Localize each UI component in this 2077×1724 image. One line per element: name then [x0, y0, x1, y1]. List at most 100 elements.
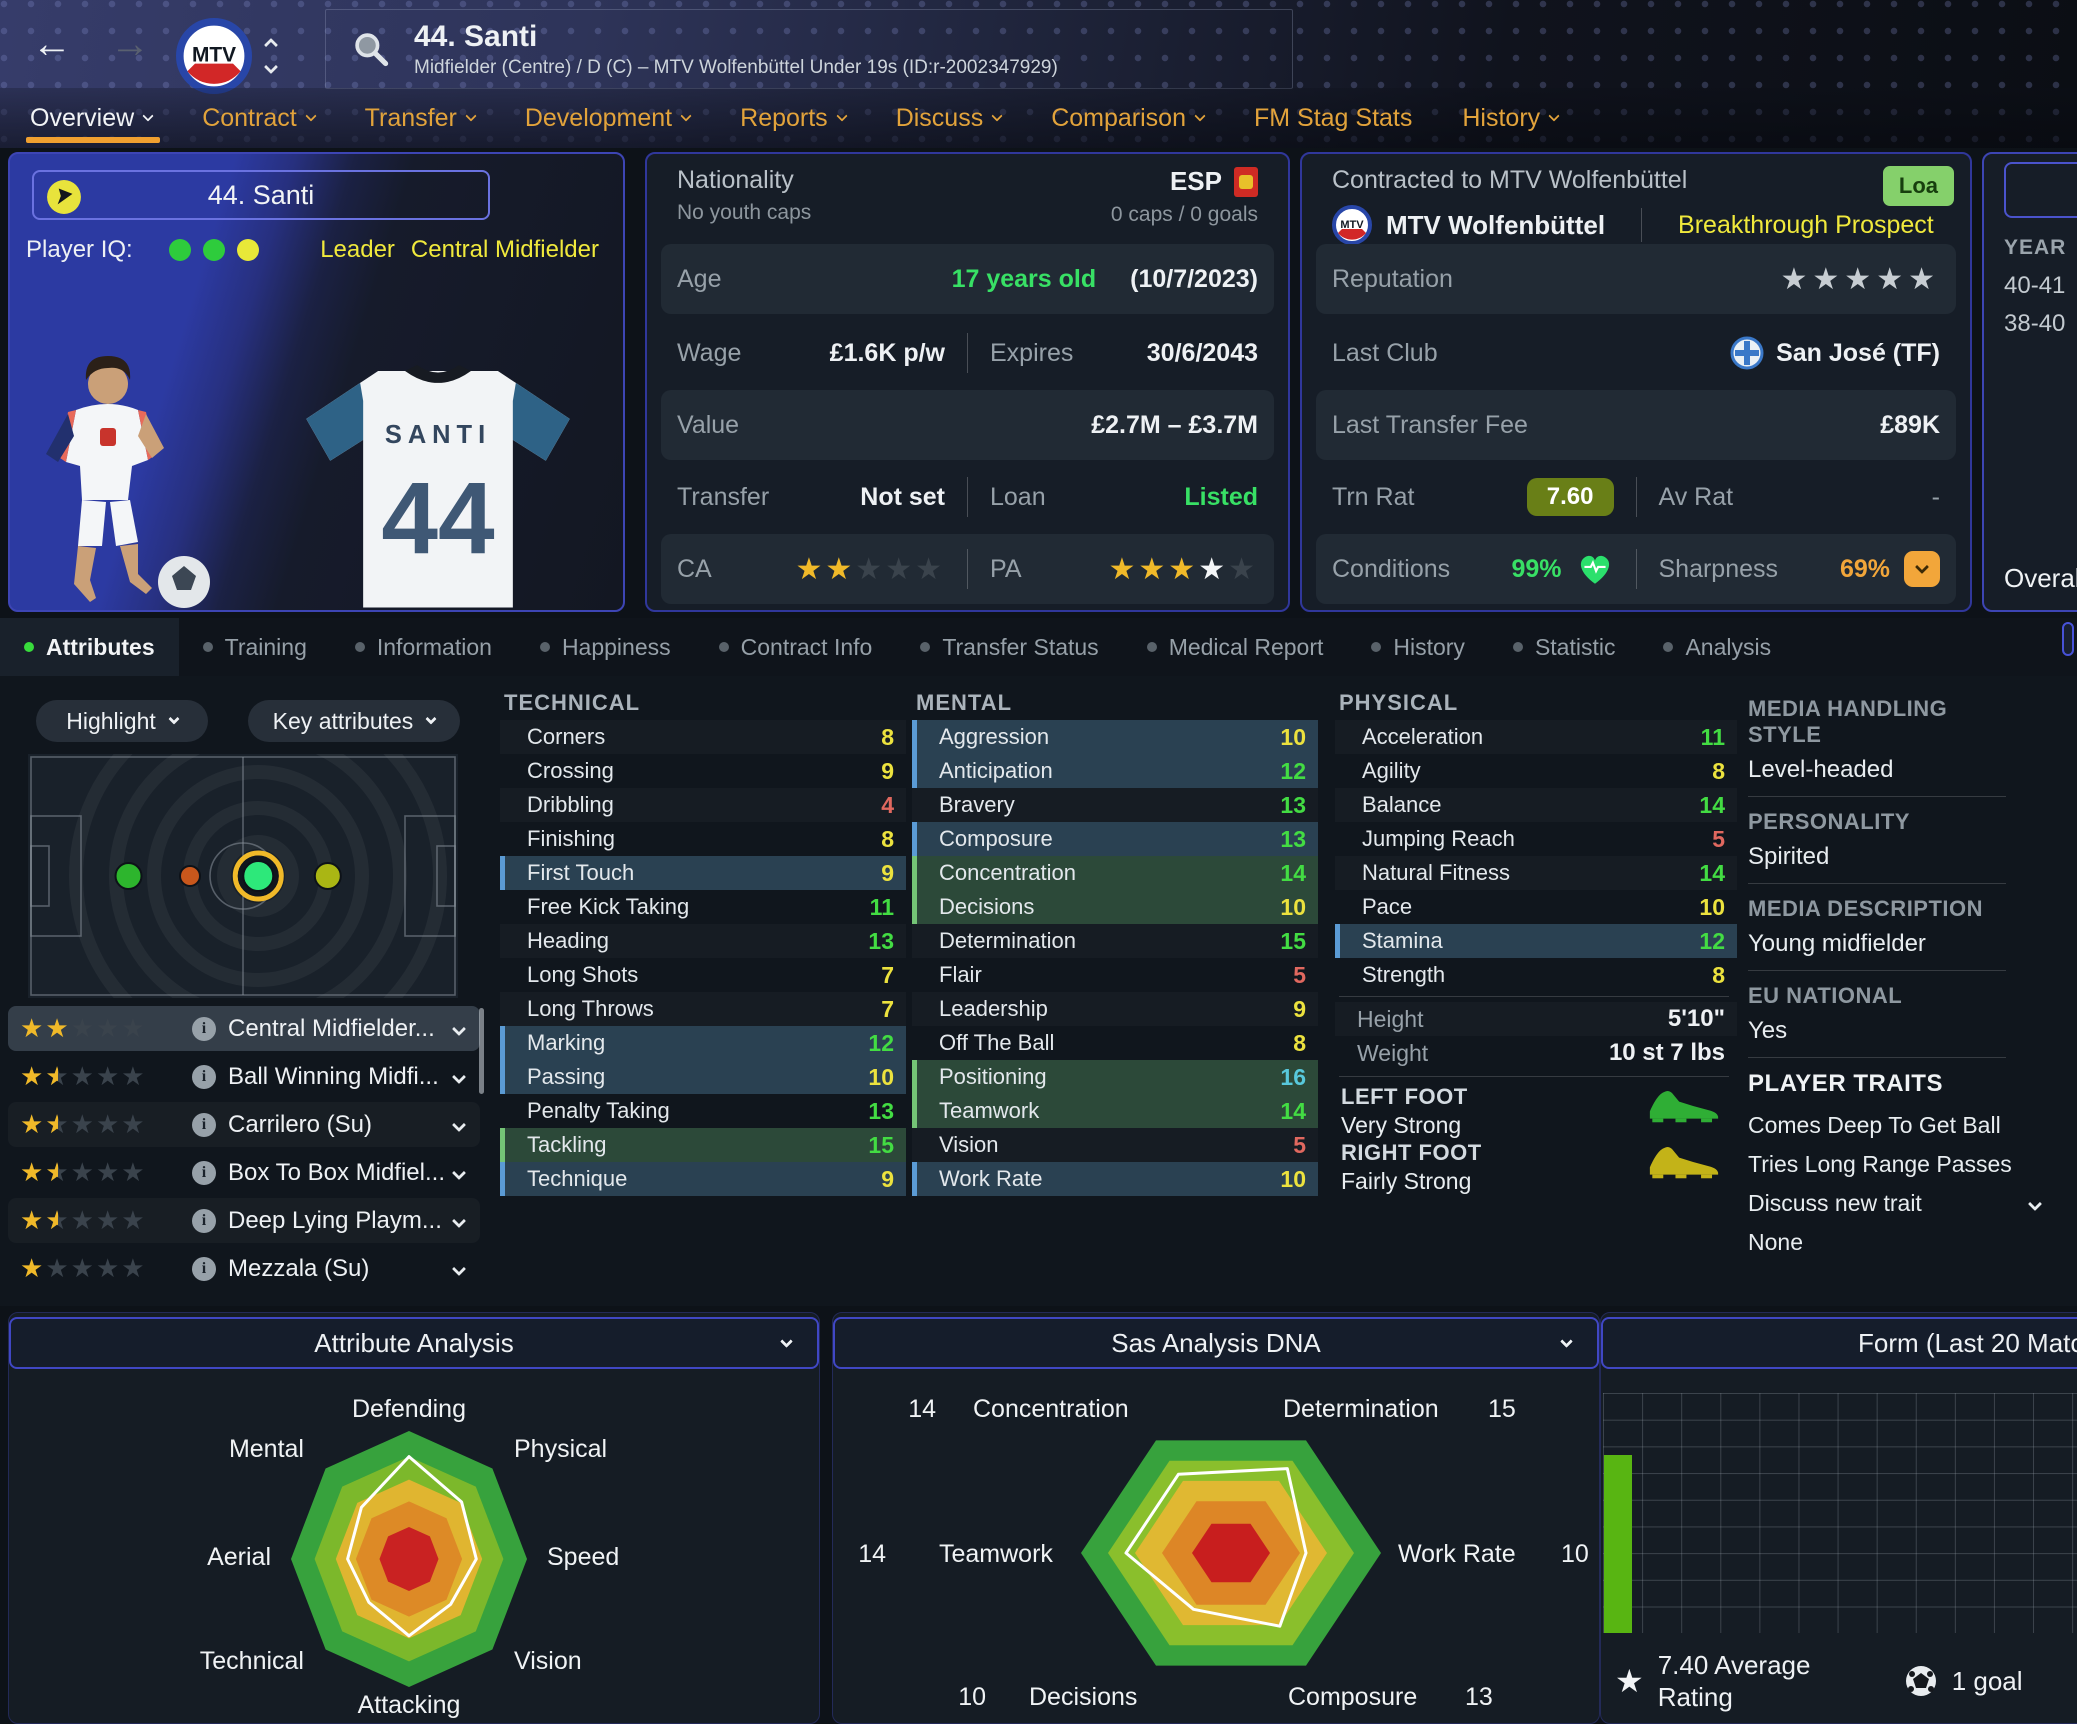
loan-badge-button[interactable]: Loa: [1882, 166, 1954, 206]
info-icon[interactable]: i: [192, 1112, 216, 1137]
year-row: 38-40: [2004, 310, 2066, 337]
club-selector[interactable]: MTV: [176, 18, 279, 94]
chevron-down-icon[interactable]: [451, 1165, 467, 1180]
chevron-down-icon[interactable]: [451, 1021, 467, 1036]
mtv-wolfenbuettel-crest-icon: MTV: [176, 18, 252, 94]
nav-tab-overview[interactable]: Overview: [25, 88, 161, 148]
nav-tab-reports[interactable]: Reports: [740, 88, 848, 148]
attribute-value: 12: [1699, 927, 1725, 954]
chevron-down-icon: [780, 1335, 793, 1348]
star-icon: ★: [70, 1205, 96, 1235]
star-icon: ★: [1168, 552, 1199, 586]
right-boot-icon: [1649, 1147, 1719, 1179]
subtab-attributes[interactable]: Attributes: [0, 618, 179, 676]
nav-tab-transfer[interactable]: Transfer: [365, 88, 477, 148]
heart-icon: [1580, 555, 1609, 584]
last-club-value[interactable]: San José (TF): [1776, 338, 1940, 367]
attribute-row-strength: Strength 8: [1335, 958, 1737, 992]
subtab-happiness[interactable]: Happiness: [516, 618, 695, 676]
info-icon[interactable]: i: [192, 1016, 216, 1041]
attribute-value: 9: [881, 757, 894, 784]
info-icon[interactable]: i: [192, 1064, 216, 1089]
iq-dot-icon: [168, 239, 191, 261]
player-search-header[interactable]: 44. Santi Midfielder (Centre) / D (C) – …: [325, 9, 1293, 89]
highlight-dropdown[interactable]: Highlight: [36, 700, 208, 742]
star-icon: ★: [121, 1109, 147, 1139]
chevron-down-icon[interactable]: [451, 1117, 467, 1132]
star-icon: ★: [1138, 552, 1169, 586]
chevron-down-icon: [991, 110, 1003, 122]
mtv-wolfenbuettel-crest-icon: MTV: [1332, 205, 1372, 245]
back-button[interactable]: ←: [32, 22, 72, 66]
player-name-box[interactable]: 44. Santi: [32, 170, 490, 220]
youth-caps-label: No youth caps: [677, 201, 812, 224]
dna-analysis-dropdown[interactable]: Sas Analysis DNA: [833, 1317, 1599, 1369]
attribute-value: 8: [881, 825, 894, 852]
subtab-label: Attributes: [46, 633, 155, 660]
discuss-new-trait-dropdown[interactable]: Discuss new trait: [1748, 1190, 2043, 1217]
right-foot-label: RIGHT FOOT: [1341, 1140, 1482, 1165]
chevron-down-icon: [425, 713, 437, 725]
role-row-mezzala-su[interactable]: ★★★★★ i Mezzala (Su): [8, 1246, 480, 1291]
transfer-label: Transfer: [677, 482, 770, 511]
svg-text:Work Rate: Work Rate: [1398, 1540, 1516, 1568]
attribute-value: 10: [868, 1063, 894, 1090]
attribute-name: Long Shots: [527, 962, 639, 987]
info-icon[interactable]: i: [192, 1208, 216, 1233]
attribute-value: 14: [1699, 791, 1725, 818]
form-dropdown[interactable]: Form (Last 20 Match: [1601, 1317, 2077, 1369]
svg-text:SANTI: SANTI: [385, 421, 491, 449]
star-icon: ★: [885, 552, 916, 586]
club-cycle-arrows[interactable]: [263, 37, 279, 75]
player-shirt: SANTI 44: [306, 364, 570, 608]
attribute-analysis-dropdown[interactable]: Attribute Analysis: [9, 1317, 819, 1369]
chevron-down-icon: [1194, 110, 1206, 122]
nav-tab-fm-stag-stats[interactable]: FM Stag Stats: [1254, 88, 1412, 148]
last-club-label: Last Club: [1332, 338, 1438, 367]
info-icon[interactable]: i: [192, 1256, 216, 1281]
nav-tab-discuss[interactable]: Discuss: [896, 88, 1003, 148]
scrollbar-thumb[interactable]: [2062, 622, 2074, 656]
attribute-analysis-panel: Attribute Analysis Defending Physical Spee…: [8, 1312, 820, 1724]
nav-tab-development[interactable]: Development: [525, 88, 692, 148]
key-attributes-dropdown[interactable]: Key attributes: [248, 700, 460, 742]
role-row-central-midfielder[interactable]: ★★★★★ i Central Midfielder...: [8, 1006, 480, 1051]
sharpness-label: Sharpness: [1658, 554, 1779, 583]
nav-tab-contract[interactable]: Contract: [202, 88, 317, 148]
subtab-history[interactable]: History: [1347, 618, 1489, 676]
role-stars: ★★★★★★: [20, 1205, 192, 1236]
chevron-down-icon[interactable]: [451, 1213, 467, 1228]
position-tag: Central Midfielder: [410, 236, 599, 263]
nav-tab-history[interactable]: History: [1462, 88, 1560, 148]
info-icon[interactable]: i: [192, 1160, 216, 1185]
forward-button[interactable]: →: [110, 22, 150, 66]
subtab-medical-report[interactable]: Medical Report: [1123, 618, 1348, 676]
subtab-transfer-status[interactable]: Transfer Status: [896, 618, 1122, 676]
av-rat-value: -: [1931, 482, 1940, 511]
attribute-row-penalty-taking: Penalty Taking 13: [500, 1094, 906, 1128]
role-list-scrollbar[interactable]: [479, 1008, 484, 1094]
star-icon: ★: [95, 1109, 122, 1139]
subtab-information[interactable]: Information: [331, 618, 516, 676]
chevron-down-icon[interactable]: [451, 1069, 467, 1084]
subtab-statistic[interactable]: Statistic: [1489, 618, 1640, 676]
chevron-down-icon[interactable]: [451, 1261, 467, 1276]
subtab-contract-info[interactable]: Contract Info: [695, 618, 897, 676]
attribute-name: Marking: [527, 1030, 606, 1055]
nav-tab-label: Reports: [740, 103, 828, 132]
attribute-row-acceleration: Acceleration 11: [1335, 720, 1737, 754]
star-icon: ★: [1108, 552, 1139, 586]
svg-text:10: 10: [1561, 1540, 1589, 1568]
subtab-training[interactable]: Training: [179, 618, 331, 676]
club-name[interactable]: MTV Wolfenbüttel: [1386, 209, 1606, 240]
subtab-analysis[interactable]: Analysis: [1639, 618, 1795, 676]
nav-tab-comparison[interactable]: Comparison: [1051, 88, 1206, 148]
attribute-value: 13: [1280, 791, 1306, 818]
conditions-label: Conditions: [1332, 554, 1451, 583]
attribute-name: Flair: [939, 962, 982, 987]
star-icon: ★: [855, 552, 886, 586]
